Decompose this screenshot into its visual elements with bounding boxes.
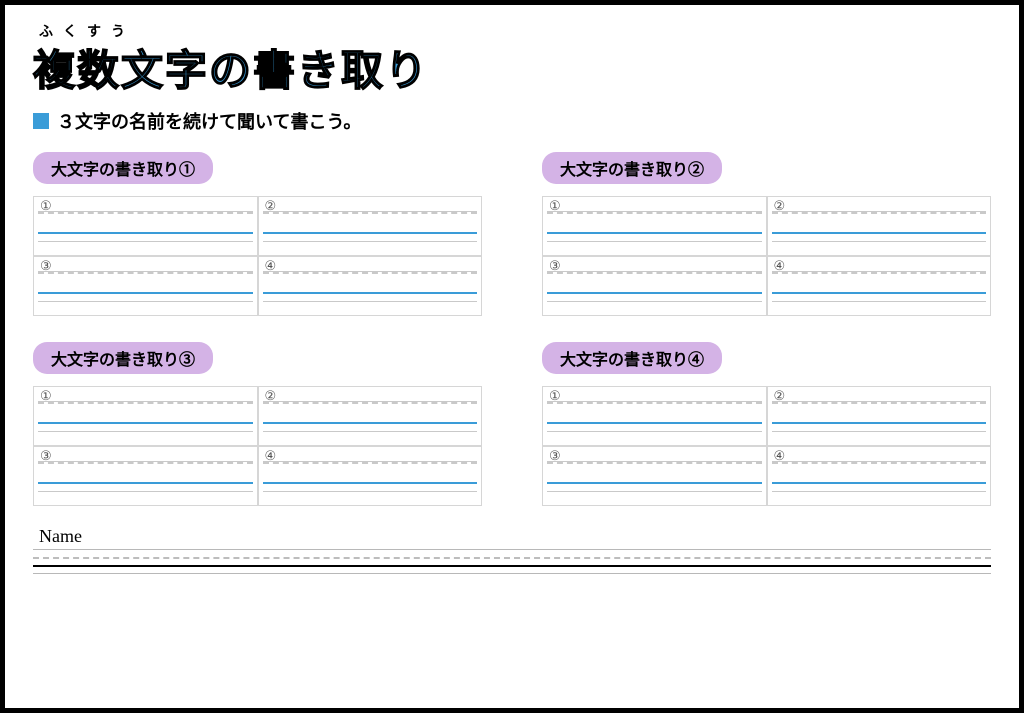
writing-cell: ② (258, 386, 483, 446)
ruled-lines (263, 271, 478, 302)
ruled-lines (772, 211, 987, 242)
writing-cell: ③ (542, 446, 767, 506)
ruled-lines (547, 461, 762, 492)
writing-cell: ④ (767, 256, 992, 316)
writing-grid: ① ② ③ ④ (542, 386, 991, 506)
ruled-lines (38, 211, 253, 242)
page-title: 複数文字の書き取り (33, 37, 991, 98)
section-pill: 大文字の書き取り③ (33, 342, 213, 374)
ruled-lines (263, 401, 478, 432)
writing-cell: ④ (767, 446, 992, 506)
name-ruled-lines (33, 549, 991, 581)
writing-grid: ① ② ③ ④ (33, 386, 482, 506)
section-pill: 大文字の書き取り① (33, 152, 213, 184)
writing-cell: ① (542, 196, 767, 256)
section-4: 大文字の書き取り④ ① ② ③ ④ (542, 342, 991, 506)
writing-cell: ② (767, 386, 992, 446)
name-label: Name (39, 526, 991, 547)
name-area: Name (33, 526, 991, 581)
section-2: 大文字の書き取り② ① ② ③ ④ (542, 152, 991, 316)
ruled-lines (38, 271, 253, 302)
square-bullet-icon (33, 113, 49, 129)
writing-cell: ① (542, 386, 767, 446)
ruled-lines (772, 401, 987, 432)
ruled-lines (547, 401, 762, 432)
writing-cell: ② (767, 196, 992, 256)
writing-cell: ③ (33, 446, 258, 506)
ruled-lines (263, 461, 478, 492)
ruled-lines (263, 211, 478, 242)
ruled-lines (38, 401, 253, 432)
ruled-lines (772, 461, 987, 492)
writing-cell: ① (33, 196, 258, 256)
ruled-lines (547, 271, 762, 302)
writing-cell: ③ (33, 256, 258, 316)
writing-cell: ② (258, 196, 483, 256)
writing-cell: ③ (542, 256, 767, 316)
section-3: 大文字の書き取り③ ① ② ③ ④ (33, 342, 482, 506)
writing-cell: ① (33, 386, 258, 446)
writing-grid: ① ② ③ ④ (542, 196, 991, 316)
instruction-text: ３文字の名前を続けて聞いて書こう。 (57, 108, 361, 134)
ruled-lines (38, 461, 253, 492)
ruled-lines (547, 211, 762, 242)
ruled-lines (772, 271, 987, 302)
instruction-row: ３文字の名前を続けて聞いて書こう。 (33, 108, 991, 134)
section-pill: 大文字の書き取り④ (542, 342, 722, 374)
section-pill: 大文字の書き取り② (542, 152, 722, 184)
writing-grid: ① ② ③ ④ (33, 196, 482, 316)
writing-cell: ④ (258, 446, 483, 506)
section-1: 大文字の書き取り① ① ② ③ ④ (33, 152, 482, 316)
sections-grid: 大文字の書き取り① ① ② ③ ④ 大文字の書き取り② ① ② ③ ④ 大文字の… (33, 152, 991, 506)
writing-cell: ④ (258, 256, 483, 316)
